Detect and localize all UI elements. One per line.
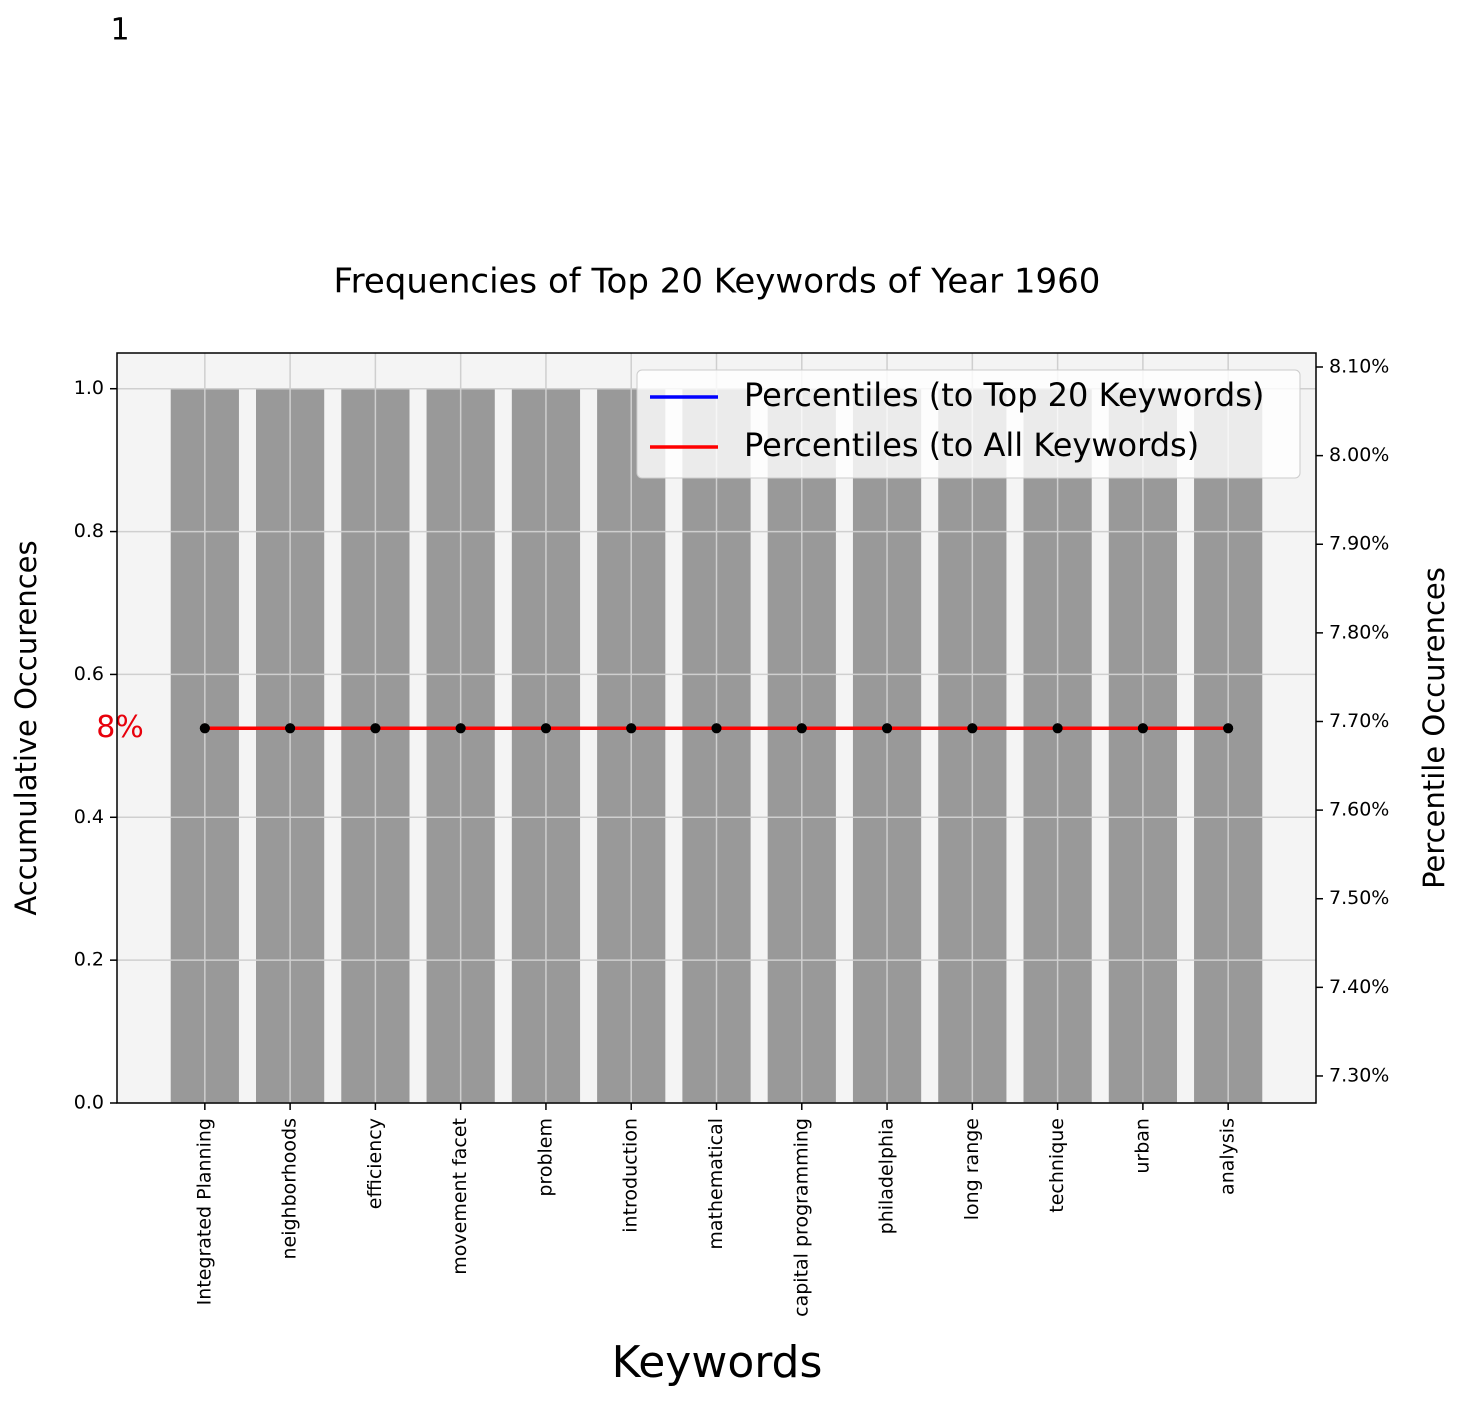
point: [455, 723, 466, 734]
y2-tick-label: 7.50%: [1329, 887, 1389, 909]
legend: Percentiles (to Top 20 Keywords) Percenti…: [636, 369, 1301, 479]
y2-axis-label: Percentile Occurences: [1417, 567, 1451, 889]
y2-tick-label: 8.00%: [1329, 444, 1389, 466]
point: [626, 723, 637, 734]
chart-title: Frequencies of Top 20 Keywords of Year 1…: [334, 262, 1101, 302]
x-tick-label: efficiency: [364, 1118, 386, 1209]
point: [540, 723, 551, 734]
legend-label: Percentiles (to All Keywords): [744, 426, 1199, 464]
legend-box: [636, 369, 1301, 479]
point: [711, 723, 722, 734]
y2-tick-label: 8.10%: [1329, 356, 1389, 378]
x-tick-label: philadelphia: [876, 1118, 898, 1234]
x-tick-label: technique: [1046, 1118, 1068, 1213]
y-tick-label: 0.8: [74, 520, 104, 542]
y-tick-label: 0.0: [74, 1092, 104, 1114]
x-tick-label: analysis: [1217, 1118, 1239, 1195]
x-tick-label: urban: [1131, 1118, 1153, 1174]
point: [1137, 723, 1148, 734]
y2-tick-label: 7.70%: [1329, 710, 1389, 732]
y2-tick-label: 7.30%: [1329, 1064, 1389, 1086]
x-tick-label: introduction: [620, 1118, 642, 1233]
x-tick-label: capital programming: [790, 1118, 812, 1317]
y-tick-label: 0.6: [74, 663, 104, 685]
x-axis-label: Keywords: [612, 1337, 823, 1388]
point: [882, 723, 893, 734]
point: [967, 723, 978, 734]
x-tick-label: mathematical: [705, 1118, 727, 1250]
page-label: 1: [110, 13, 129, 48]
y2-tick-label: 7.90%: [1329, 533, 1389, 555]
y2-tick-label: 7.60%: [1329, 799, 1389, 821]
y-tick-label: 1.0: [74, 377, 104, 399]
y2-tick-label: 7.80%: [1329, 621, 1389, 643]
point: [370, 723, 381, 734]
point: [285, 723, 296, 734]
x-tick-label: problem: [534, 1118, 556, 1197]
x-tick-label: neighborhoods: [279, 1118, 301, 1260]
point: [199, 723, 210, 734]
point: [1052, 723, 1063, 734]
point: [796, 723, 807, 734]
point: [1223, 723, 1234, 734]
y-tick-label: 0.2: [74, 949, 104, 971]
annotation: 8%: [96, 710, 144, 745]
y-axis-label: Accumulative Occurences: [9, 540, 43, 915]
x-tick-label: long range: [961, 1118, 983, 1220]
y-tick-label: 0.4: [74, 806, 104, 828]
plot-frame: [116, 352, 1317, 1104]
x-tick-label: Integrated Planning: [193, 1118, 215, 1305]
x-tick-label: movement facet: [449, 1118, 471, 1275]
y2-tick-label: 7.40%: [1329, 976, 1389, 998]
legend-label: Percentiles (to Top 20 Keywords): [744, 376, 1264, 414]
